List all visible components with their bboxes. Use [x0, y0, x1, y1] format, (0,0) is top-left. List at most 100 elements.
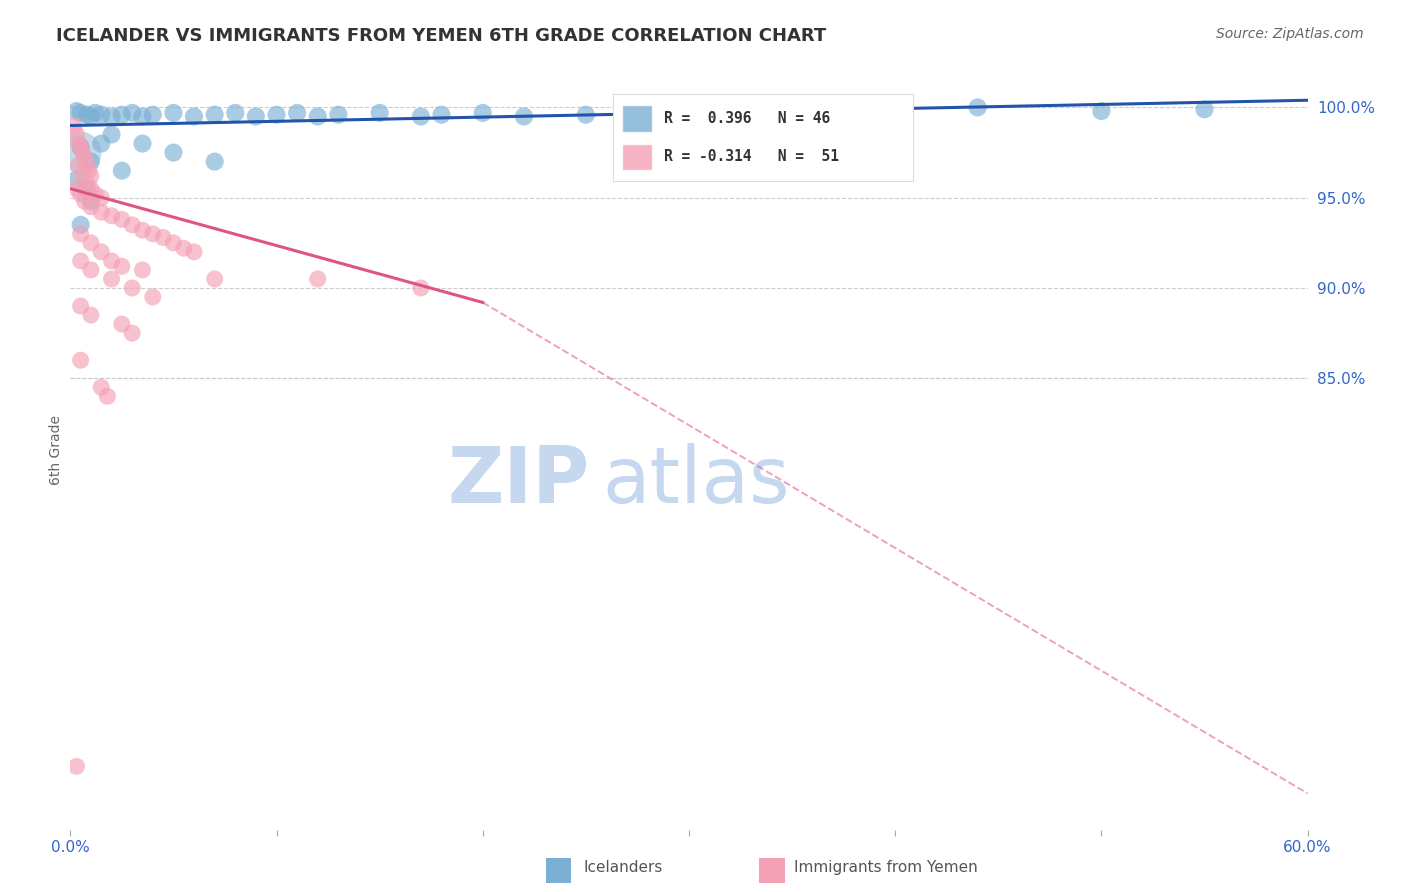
Point	[69, 140, 91, 154]
Point	[67, 158, 90, 172]
Point	[131, 223, 153, 237]
Point	[121, 106, 143, 120]
Point	[80, 169, 103, 183]
Point	[84, 106, 107, 120]
Text: Icelanders: Icelanders	[583, 861, 662, 875]
Point	[80, 235, 103, 250]
Point	[76, 176, 98, 190]
Point	[575, 108, 598, 122]
Point	[90, 191, 112, 205]
Point	[142, 227, 165, 241]
Point	[142, 108, 165, 122]
Point	[111, 260, 134, 274]
Point	[100, 128, 122, 142]
Point	[100, 272, 122, 286]
Point	[1090, 104, 1112, 119]
Point	[65, 759, 87, 773]
Point	[80, 263, 103, 277]
Point	[76, 158, 98, 172]
Point	[111, 212, 134, 227]
Point	[77, 163, 100, 178]
Point	[69, 140, 91, 154]
Point	[72, 145, 94, 160]
Point	[90, 205, 112, 219]
Point	[96, 389, 118, 403]
Point	[368, 106, 391, 120]
Point	[65, 104, 87, 119]
Point	[80, 154, 103, 169]
Point	[80, 182, 103, 196]
Point	[72, 169, 94, 183]
Point	[245, 110, 267, 124]
Point	[84, 187, 107, 202]
Bar	[621, 105, 652, 132]
Text: Source: ZipAtlas.com: Source: ZipAtlas.com	[1216, 27, 1364, 41]
Point	[63, 119, 86, 133]
Text: ICELANDER VS IMMIGRANTS FROM YEMEN 6TH GRADE CORRELATION CHART: ICELANDER VS IMMIGRANTS FROM YEMEN 6TH G…	[56, 27, 827, 45]
Point	[73, 151, 96, 165]
Point	[69, 145, 91, 160]
Point	[111, 108, 134, 122]
Point	[266, 108, 288, 122]
Point	[884, 100, 907, 114]
Point	[131, 263, 153, 277]
Point	[409, 110, 432, 124]
Point	[100, 209, 122, 223]
Point	[67, 136, 90, 151]
Point	[328, 108, 350, 122]
Text: Immigrants from Yemen: Immigrants from Yemen	[794, 861, 979, 875]
Point	[183, 110, 205, 124]
Point	[69, 227, 91, 241]
Point	[80, 194, 103, 209]
Point	[80, 308, 103, 322]
Point	[204, 108, 226, 122]
Point	[100, 253, 122, 268]
Point	[69, 253, 91, 268]
Point	[65, 182, 87, 196]
Point	[204, 272, 226, 286]
Point	[121, 326, 143, 340]
Point	[637, 106, 659, 120]
Point	[430, 108, 453, 122]
Point	[69, 353, 91, 368]
Point	[73, 194, 96, 209]
Text: atlas: atlas	[602, 442, 790, 519]
Point	[204, 154, 226, 169]
Point	[69, 187, 91, 202]
Point	[761, 108, 783, 122]
Point	[131, 110, 153, 124]
Point	[183, 244, 205, 259]
Point	[224, 106, 246, 120]
Text: R =  0.396   N = 46: R = 0.396 N = 46	[664, 111, 831, 126]
Text: ZIP: ZIP	[447, 442, 591, 519]
Point	[307, 272, 329, 286]
Point	[100, 110, 122, 124]
Point	[513, 110, 536, 124]
Point	[90, 244, 112, 259]
Point	[69, 106, 91, 120]
Point	[69, 299, 91, 313]
Point	[142, 290, 165, 304]
Point	[131, 136, 153, 151]
Point	[90, 108, 112, 122]
Point	[65, 128, 87, 142]
Point	[76, 108, 98, 122]
Text: R = -0.314   N =  51: R = -0.314 N = 51	[664, 149, 839, 164]
Point	[1194, 102, 1216, 116]
Point	[678, 110, 700, 124]
Point	[173, 241, 195, 255]
Point	[111, 317, 134, 331]
Point	[90, 380, 112, 394]
Point	[162, 145, 184, 160]
Point	[65, 172, 87, 186]
Bar	[621, 144, 652, 170]
Point	[80, 200, 103, 214]
Point	[307, 110, 329, 124]
Point	[152, 230, 174, 244]
Point	[121, 218, 143, 232]
Point	[285, 106, 308, 120]
Point	[162, 106, 184, 120]
Point	[80, 110, 103, 124]
Point	[69, 218, 91, 232]
Point	[471, 106, 494, 120]
